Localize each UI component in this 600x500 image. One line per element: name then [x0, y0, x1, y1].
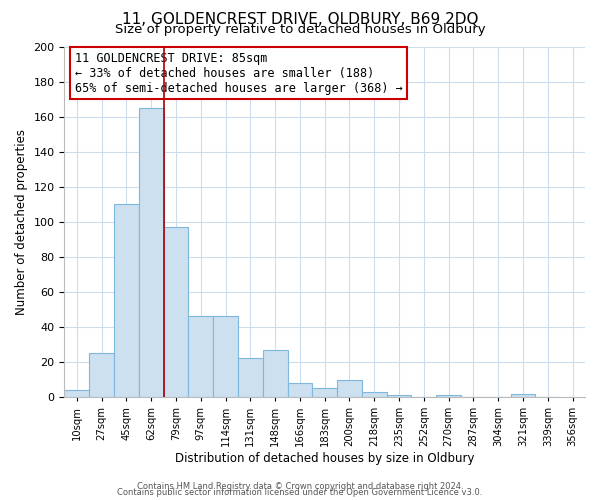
Bar — [263, 350, 287, 397]
Bar — [313, 388, 337, 397]
Bar — [287, 383, 313, 397]
Bar — [386, 396, 412, 397]
Bar — [238, 358, 263, 397]
Bar — [213, 316, 238, 397]
Bar — [436, 396, 461, 397]
Text: 11 GOLDENCREST DRIVE: 85sqm
← 33% of detached houses are smaller (188)
65% of se: 11 GOLDENCREST DRIVE: 85sqm ← 33% of det… — [75, 52, 403, 95]
Bar — [511, 394, 535, 397]
Text: Contains public sector information licensed under the Open Government Licence v3: Contains public sector information licen… — [118, 488, 482, 497]
Bar — [164, 227, 188, 397]
Bar — [114, 204, 139, 397]
Text: Contains HM Land Registry data © Crown copyright and database right 2024.: Contains HM Land Registry data © Crown c… — [137, 482, 463, 491]
Y-axis label: Number of detached properties: Number of detached properties — [15, 129, 28, 315]
Text: 11, GOLDENCREST DRIVE, OLDBURY, B69 2DQ: 11, GOLDENCREST DRIVE, OLDBURY, B69 2DQ — [122, 12, 478, 28]
Bar — [362, 392, 386, 397]
Bar — [337, 380, 362, 397]
X-axis label: Distribution of detached houses by size in Oldbury: Distribution of detached houses by size … — [175, 452, 475, 465]
Bar — [89, 353, 114, 397]
Bar — [64, 390, 89, 397]
Text: Size of property relative to detached houses in Oldbury: Size of property relative to detached ho… — [115, 22, 485, 36]
Bar — [139, 108, 164, 397]
Bar — [188, 316, 213, 397]
